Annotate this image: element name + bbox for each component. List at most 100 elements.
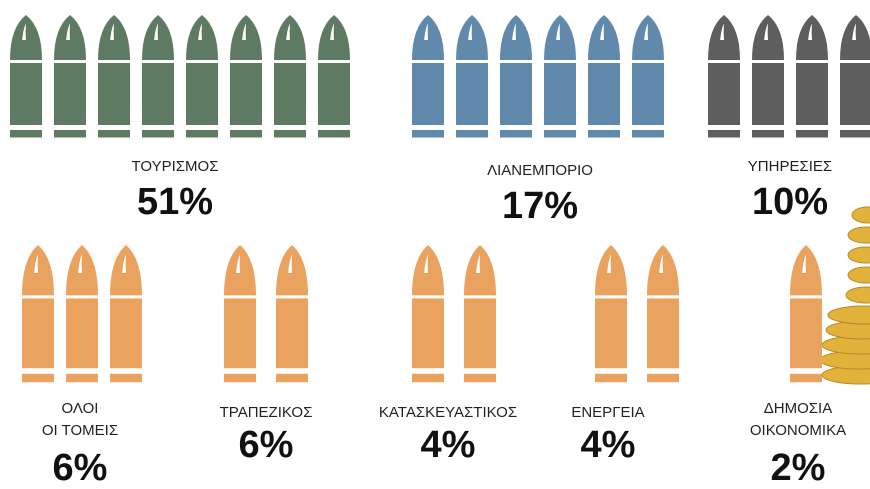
- bullet-body: [276, 298, 308, 368]
- value-label: 2%: [718, 448, 870, 488]
- bullet: [142, 15, 174, 138]
- bullet-body: [224, 298, 256, 368]
- bullet: [464, 245, 496, 382]
- bullet-base: [544, 130, 576, 138]
- bullet-base: [318, 130, 350, 138]
- bullet: [544, 15, 576, 138]
- bullet-body: [752, 63, 784, 125]
- category-label: ΛΙΑΝΕΜΠΟΡΙΟ: [440, 160, 640, 182]
- bullet-tip: [544, 15, 576, 60]
- bullet-body: [142, 63, 174, 125]
- bullet-body: [110, 298, 142, 368]
- bullet-tip: [464, 245, 496, 295]
- bullet-body: [544, 63, 576, 125]
- bullet-body: [66, 298, 98, 368]
- bullet-body: [54, 63, 86, 125]
- bullet-body: [647, 298, 679, 368]
- bullet-tip: [224, 245, 256, 295]
- bullet: [588, 15, 620, 138]
- bullet: [412, 245, 444, 382]
- bullet-tip: [186, 15, 218, 60]
- bullet-body: [796, 63, 828, 125]
- page: (() => { const data = JSON.parse(documen…: [0, 0, 870, 483]
- bullet-tip: [790, 245, 822, 295]
- bullet-tip: [595, 245, 627, 295]
- bullet-base: [274, 130, 306, 138]
- bullet-tip: [412, 15, 444, 60]
- category-label: ΤΡΑΠΕΖΙΚΟΣ: [166, 402, 366, 424]
- bullet-body: [632, 63, 664, 125]
- bullet-tip: [66, 245, 98, 295]
- value-label: 51%: [95, 182, 255, 222]
- bullet-base: [224, 374, 256, 382]
- bullet-tip: [752, 15, 784, 60]
- category-label: ΤΟΥΡΙΣΜΟΣ: [75, 156, 275, 178]
- value-label: 10%: [710, 182, 870, 222]
- bullet-base: [647, 374, 679, 382]
- bullet-body: [274, 63, 306, 125]
- bullet-base: [632, 130, 664, 138]
- bullet-tip: [500, 15, 532, 60]
- bullet: [66, 245, 98, 382]
- bullet-base: [276, 374, 308, 382]
- bullet-base: [708, 130, 740, 138]
- bullet-base: [98, 130, 130, 138]
- value-label: 17%: [460, 186, 620, 226]
- bullet-base: [500, 130, 532, 138]
- bullet: [796, 15, 828, 138]
- value-label: 6%: [0, 448, 160, 488]
- coins: [820, 207, 870, 384]
- bullet-tip: [588, 15, 620, 60]
- bullet-base: [588, 130, 620, 138]
- bullet: [632, 15, 664, 138]
- bullet-base: [142, 130, 174, 138]
- bullet-base: [840, 130, 870, 138]
- bullet: [412, 15, 444, 138]
- bullet: [224, 245, 256, 382]
- bullet-tip: [230, 15, 262, 60]
- bullet-base: [54, 130, 86, 138]
- bullet-body: [595, 298, 627, 368]
- bullet-tip: [22, 245, 54, 295]
- category-label: ΥΠΗΡΕΣΙΕΣ: [690, 156, 870, 178]
- bullet: [647, 245, 679, 382]
- bullet-base: [110, 374, 142, 382]
- bullet-tip: [647, 245, 679, 295]
- bullet: [276, 245, 308, 382]
- bullet: [10, 15, 42, 138]
- bullet-tip: [10, 15, 42, 60]
- bullet-base: [752, 130, 784, 138]
- bullet-tip: [142, 15, 174, 60]
- bullet-body: [230, 63, 262, 125]
- bullet: [708, 15, 740, 138]
- bullet-body: [500, 63, 532, 125]
- bullet-body: [318, 63, 350, 125]
- bullet: [318, 15, 350, 138]
- bullet-tip: [708, 15, 740, 60]
- bullet: [98, 15, 130, 138]
- bullet-base: [10, 130, 42, 138]
- bullet-base: [230, 130, 262, 138]
- bullet-body: [456, 63, 488, 125]
- bullet-tip: [456, 15, 488, 60]
- bullet-body: [98, 63, 130, 125]
- category-label: ΕΝΕΡΓΕΙΑ: [508, 402, 708, 424]
- bullet-body: [588, 63, 620, 125]
- bullet: [230, 15, 262, 138]
- category-label: ΔΗΜΟΣΙΑ ΟΙΚΟΝΟΜΙΚΑ: [698, 398, 870, 442]
- bullet-body: [22, 298, 54, 368]
- bullet-tip: [796, 15, 828, 60]
- bullet-base: [186, 130, 218, 138]
- bullet-tip: [276, 245, 308, 295]
- category-label: ΟΛΟΙ ΟΙ ΤΟΜΕΙΣ: [0, 398, 180, 442]
- bullet-base: [790, 374, 822, 382]
- bullet: [274, 15, 306, 138]
- bullet-base: [595, 374, 627, 382]
- bullet: [840, 15, 870, 138]
- bullet: [500, 15, 532, 138]
- bullet: [110, 245, 142, 382]
- bullet-tip: [274, 15, 306, 60]
- bullet-tip: [412, 245, 444, 295]
- bullet-base: [66, 374, 98, 382]
- bullet-body: [412, 298, 444, 368]
